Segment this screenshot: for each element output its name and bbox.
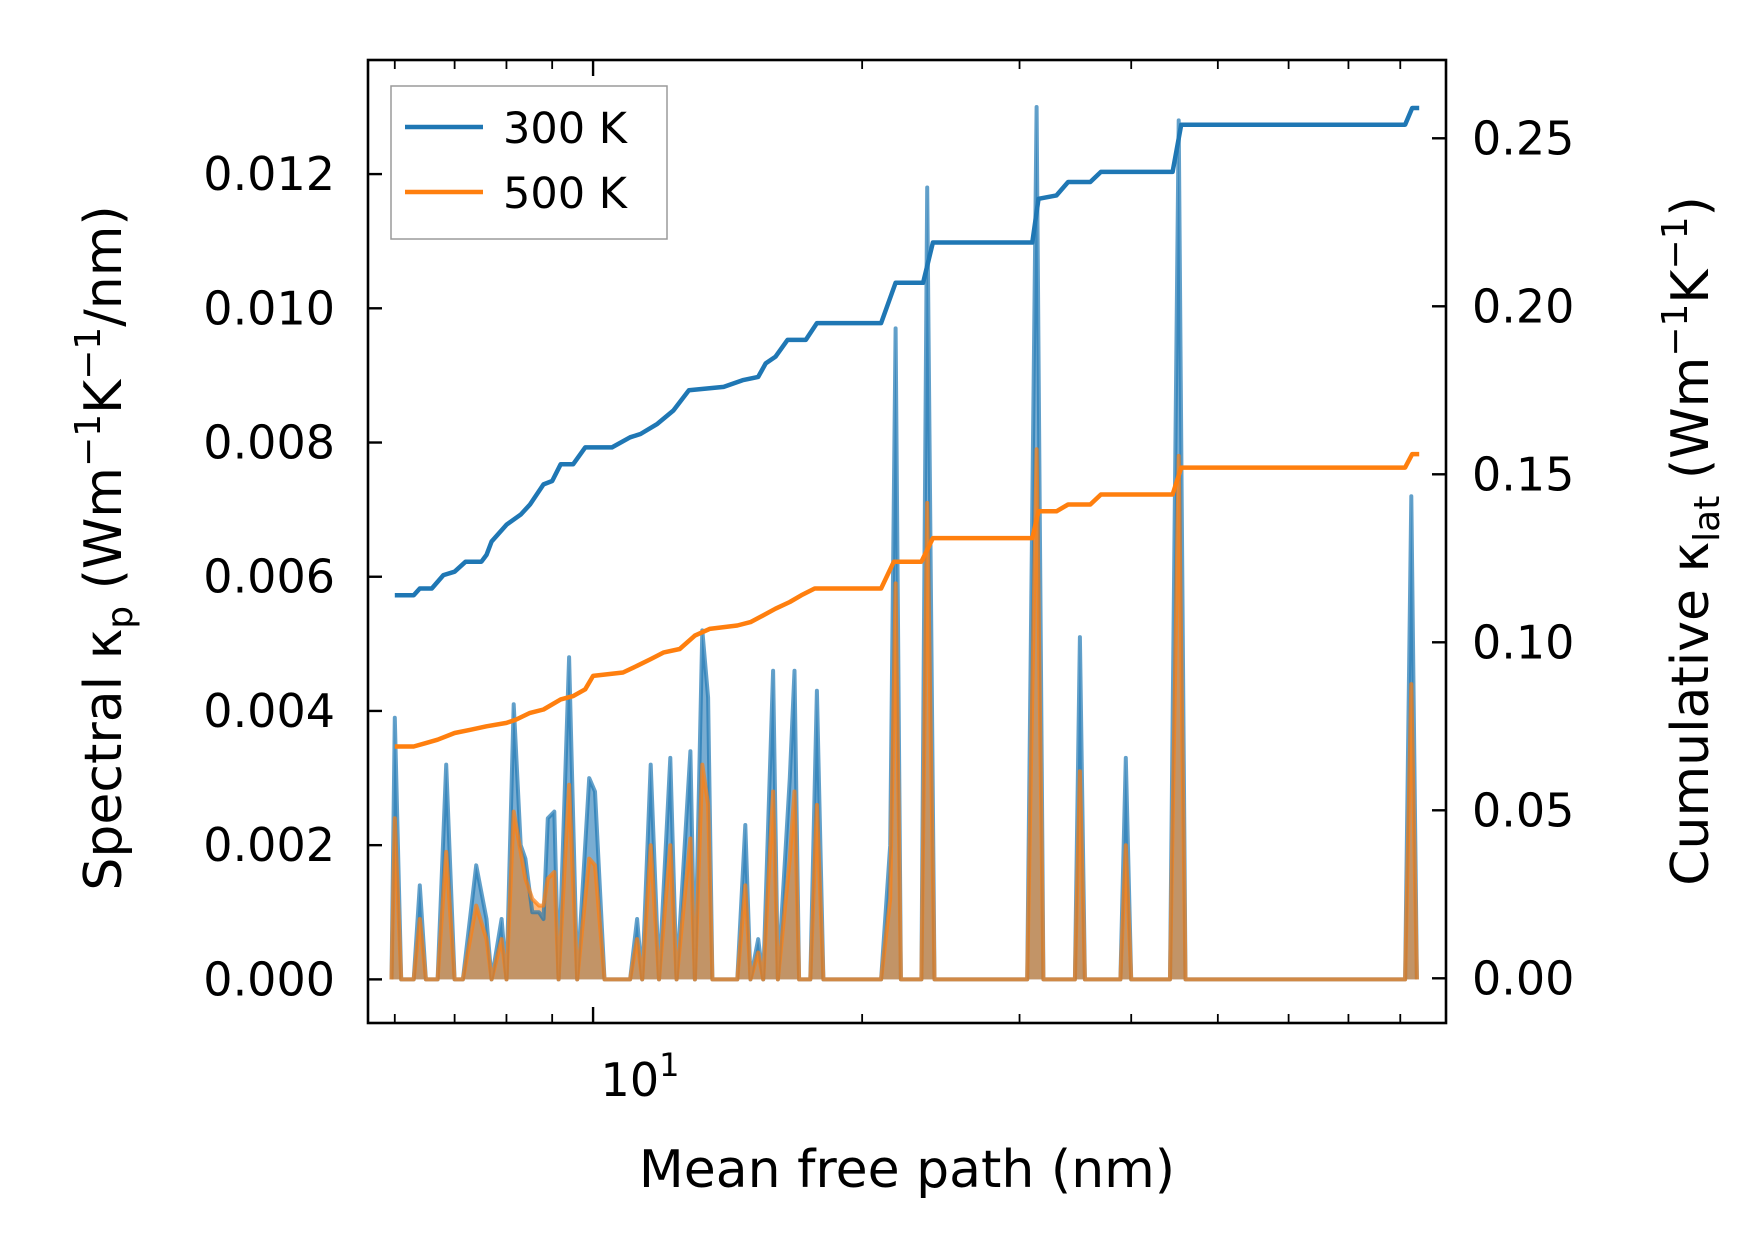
spectral-line-group bbox=[389, 105, 1419, 982]
right-y-tick-label: 0.00 bbox=[1472, 951, 1574, 1005]
x-tick-label-10: 101 bbox=[601, 1046, 680, 1107]
cumulative-line-500k bbox=[394, 451, 1420, 749]
spectral-line-300k bbox=[389, 105, 1419, 982]
right-y-tick-label: 0.15 bbox=[1472, 447, 1574, 501]
legend: 300 K 500 K bbox=[390, 85, 668, 240]
left-y-tick-label: 0.002 bbox=[203, 818, 335, 872]
left-y-tick-label: 0.000 bbox=[203, 952, 335, 1006]
legend-label-300k: 300 K bbox=[503, 104, 629, 154]
left-y-tick-label: 0.004 bbox=[203, 684, 335, 738]
right-y-axis-label: Cumulative κlat (Wm−1K−1) bbox=[1655, 196, 1728, 886]
left-y-tick-label: 0.012 bbox=[203, 147, 335, 201]
x-axis-label: Mean free path (nm) bbox=[639, 1140, 1175, 1200]
right-y-tick-label: 0.20 bbox=[1472, 279, 1574, 333]
cumulative-line-300k bbox=[394, 105, 1420, 598]
plot-frame bbox=[366, 58, 1448, 1025]
left-y-tick-label: 0.010 bbox=[203, 281, 335, 335]
cumulative-line-group bbox=[394, 105, 1420, 749]
left-y-tick-label: 0.008 bbox=[203, 416, 335, 470]
legend-label-500k: 500 K bbox=[503, 169, 629, 219]
left-y-axis-label: Spectral κp (Wm−1K−1/nm) bbox=[68, 205, 141, 890]
right-y-tick-label: 0.25 bbox=[1472, 111, 1574, 165]
legend-box bbox=[390, 85, 668, 240]
right-y-tick-label: 0.10 bbox=[1472, 615, 1574, 669]
left-y-tick-label: 0.006 bbox=[203, 550, 335, 604]
axis-ticks: 0.000 0.002 0.004 0.006 0.008 0.010 0.012 0.00 0… bbox=[203, 60, 1574, 1023]
right-y-tick-label: 0.05 bbox=[1472, 783, 1574, 837]
spectral-line-500k bbox=[389, 447, 1419, 982]
